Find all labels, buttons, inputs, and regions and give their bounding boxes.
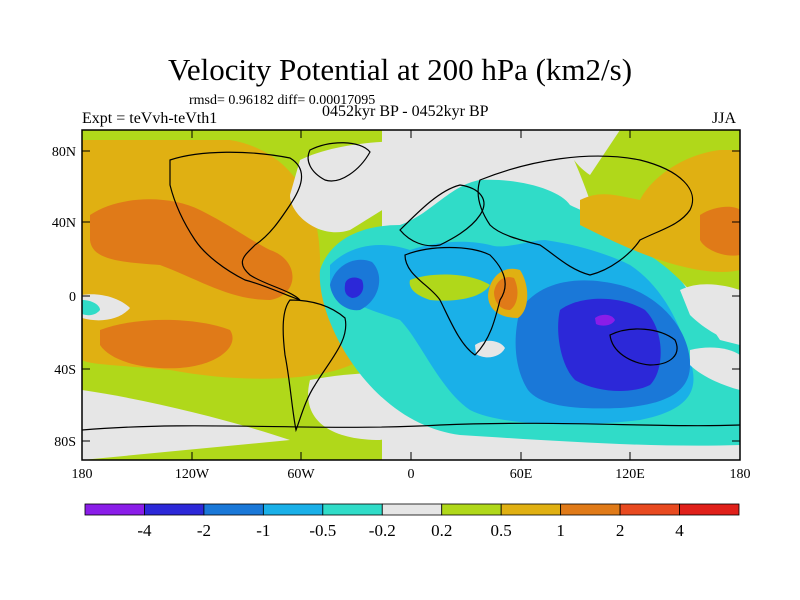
coast-asia	[477, 155, 694, 276]
field-pacific-cyan-w	[82, 300, 100, 316]
map-title: Velocity Potential at 200 hPa (km2/s)	[167, 52, 633, 87]
colorbar-box	[381, 503, 443, 516]
field-siberia-neutral	[560, 130, 620, 175]
colorbar-label: -1	[256, 521, 270, 540]
field-pacific-dark-orange-s	[100, 319, 233, 369]
axis-ticks	[82, 130, 740, 460]
lon-tick-label: 60W	[287, 467, 315, 482]
colorbar-box	[441, 503, 502, 516]
lat-tick-labels: 80N 40N 0 40S 80S	[52, 145, 76, 450]
colorbar-label: 0.5	[491, 521, 512, 540]
colorbar-box	[500, 503, 562, 516]
colorbar-box	[262, 503, 324, 516]
colorbar-label: 2	[616, 521, 625, 540]
coastlines	[82, 142, 740, 433]
field-spac-neutral	[690, 347, 740, 390]
colorbar-label: -4	[137, 521, 152, 540]
field-asia-dark-orange	[700, 206, 740, 256]
colorbar-box	[144, 503, 205, 516]
lat-tick-label: 40N	[52, 216, 76, 231]
coast-africa	[404, 246, 506, 356]
coast-north-america	[169, 151, 303, 301]
stats-label: rmsd= 0.96182 diff= 0.00017095	[189, 93, 376, 108]
field-pacific-dark-orange-n	[90, 199, 293, 300]
field-asia-orange	[580, 150, 740, 272]
lon-tick-label: 120E	[615, 467, 645, 482]
season-label: JJA	[712, 110, 737, 127]
colorbar-box	[203, 503, 264, 516]
colorbar	[84, 503, 740, 516]
colorbar-box	[84, 503, 145, 516]
colorbar-label: 0.2	[431, 521, 452, 540]
coast-antarctica	[82, 422, 740, 431]
field-wpac-neutral	[680, 284, 740, 345]
lon-tick-label: 180	[72, 467, 93, 482]
colorbar-label: -0.2	[369, 521, 396, 540]
lon-tick-labels: 180 120W 60W 0 60E 120E 180	[72, 467, 751, 482]
lon-tick-label: 120W	[175, 467, 210, 482]
period-label: 0452kyr BP - 0452kyr BP	[322, 103, 489, 120]
colorbar-label: -2	[197, 521, 211, 540]
lon-tick-label: 180	[730, 467, 751, 482]
field-natl-neutral	[290, 141, 470, 233]
colorbar-labels: -4 -2 -1 -0.5 -0.2 0.2 0.5 1 2 4	[137, 521, 684, 540]
field-sw-neutral	[82, 390, 290, 460]
lat-tick-label: 40S	[54, 363, 76, 378]
colorbar-box	[322, 503, 383, 516]
colorbar-box	[679, 503, 740, 516]
lat-tick-label: 80S	[54, 435, 76, 450]
lat-tick-label: 0	[69, 290, 76, 305]
coast-south-america	[282, 299, 347, 433]
colorbar-label: 1	[556, 521, 565, 540]
lon-tick-label: 60E	[510, 467, 533, 482]
field-indian-deep-blue	[558, 298, 661, 392]
lat-tick-label: 80N	[52, 145, 76, 160]
field-safrica-neutral	[475, 340, 505, 358]
colorbar-label: -0.5	[309, 521, 336, 540]
colorbar-label: 4	[675, 521, 684, 540]
experiment-label: Expt = teVvh-teVth1	[82, 110, 218, 127]
colorbar-box	[560, 503, 621, 516]
field-atl-deep-blue	[344, 277, 364, 298]
field-indian-core	[595, 314, 615, 326]
velocity-potential-field	[82, 130, 740, 460]
coast-europe	[399, 184, 485, 247]
coast-australia	[609, 328, 678, 366]
colorbar-box	[619, 503, 680, 516]
field-sahel-green	[409, 274, 490, 301]
coast-greenland	[307, 142, 371, 182]
lon-tick-label: 0	[408, 467, 415, 482]
